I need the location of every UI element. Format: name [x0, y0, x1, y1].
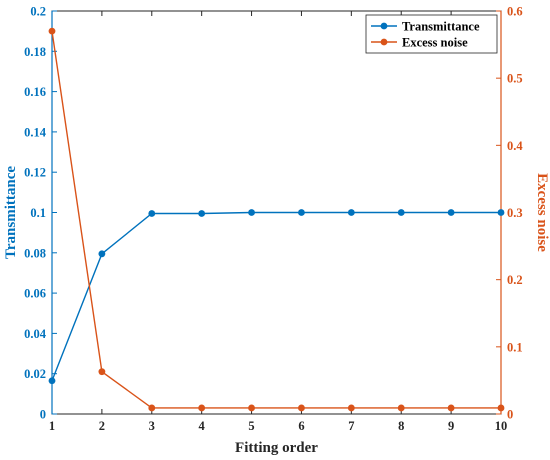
excess-noise-tick-label: 0.1 [507, 340, 523, 354]
excess-noise-point [347, 404, 355, 412]
excess-noise-line [51, 31, 501, 409]
legend-marker-excess-noise [380, 38, 388, 46]
legend-label-transmittance: Transmittance [402, 20, 480, 34]
x-tick-label: 4 [199, 419, 206, 433]
legend: Transmittance Excess noise [365, 14, 498, 54]
transmittance-tick-label: 0.12 [24, 166, 46, 180]
x-tick-label: 3 [149, 419, 155, 433]
transmittance-tick-label: 0.16 [24, 85, 46, 99]
legend-item-transmittance: Transmittance [371, 20, 480, 34]
x-tick-label: 5 [248, 419, 254, 433]
excess-noise-tick-label: 0.4 [507, 139, 523, 153]
transmittance-tick-label: 0.02 [24, 367, 46, 381]
transmittance-point [447, 209, 455, 216]
transmittance-axis-title: Transmittance [3, 166, 19, 259]
transmittance-tick-label: 0.08 [24, 246, 46, 260]
excess-noise-tick-label: 0 [507, 408, 513, 422]
transmittance-tick-label: 0.1 [30, 206, 46, 220]
legend-label-excess-noise: Excess noise [402, 36, 468, 50]
transmittance-point [397, 209, 405, 216]
transmittance-tick-label: 0 [40, 408, 46, 422]
transmittance-tick-label: 0.18 [24, 45, 46, 59]
excess-noise-point [497, 404, 505, 412]
x-tick-label: 7 [348, 419, 354, 433]
excess-noise-tick-label: 0.5 [507, 72, 523, 86]
excess-noise-point [148, 404, 156, 412]
excess-noise-tick-label: 0.3 [507, 206, 523, 220]
transmittance-point [497, 209, 505, 216]
legend-marker-transmittance [380, 22, 388, 30]
excess-noise-point [198, 404, 206, 412]
x-axis: 1 2 3 4 5 6 7 8 9 10 [49, 11, 507, 433]
x-tick-label: 6 [298, 419, 304, 433]
transmittance-point [298, 209, 305, 216]
x-axis-title: Fitting order [235, 440, 318, 456]
excess-noise-tick-label: 0.2 [507, 273, 523, 287]
x-tick-label: 2 [99, 419, 105, 433]
excess-noise-point [48, 27, 56, 35]
excess-noise-axis-title: Excess noise [534, 173, 550, 252]
transmittance-point [48, 377, 56, 385]
transmittance-point [347, 209, 355, 216]
excess-noise-point [397, 404, 405, 412]
excess-noise-point [298, 404, 305, 412]
excess-noise-point [248, 404, 255, 412]
x-tick-label: 8 [398, 419, 404, 433]
transmittance-tick-label: 0.06 [24, 287, 46, 301]
transmittance-tick-label: 0.2 [30, 5, 46, 19]
transmittance-point [98, 250, 106, 258]
transmittance-tick-label: 0.04 [24, 327, 47, 341]
excess-noise-point [447, 404, 455, 412]
excess-noise-tick-label: 0.6 [507, 5, 523, 19]
transmittance-point [148, 210, 156, 217]
transmittance-axis: 0 0.02 0.04 0.06 0.08 0.1 0.12 0.14 0.16 0.18 0.2 [24, 5, 57, 422]
transmittance-line [51, 211, 501, 382]
x-tick-label: 10 [495, 419, 508, 433]
legend-box [365, 14, 498, 54]
transmittance-tick-label: 0.14 [24, 125, 47, 139]
transmittance-point [248, 209, 255, 216]
excess-noise-point [98, 368, 106, 376]
excess-noise-axis: 0 0.1 0.2 0.3 0.4 0.5 0.6 [496, 5, 523, 422]
x-tick-label: 1 [49, 419, 55, 433]
x-tick-label: 9 [448, 419, 454, 433]
legend-item-excess-noise: Excess noise [371, 36, 468, 50]
series-layer [48, 27, 505, 412]
transmittance-point [198, 210, 206, 217]
